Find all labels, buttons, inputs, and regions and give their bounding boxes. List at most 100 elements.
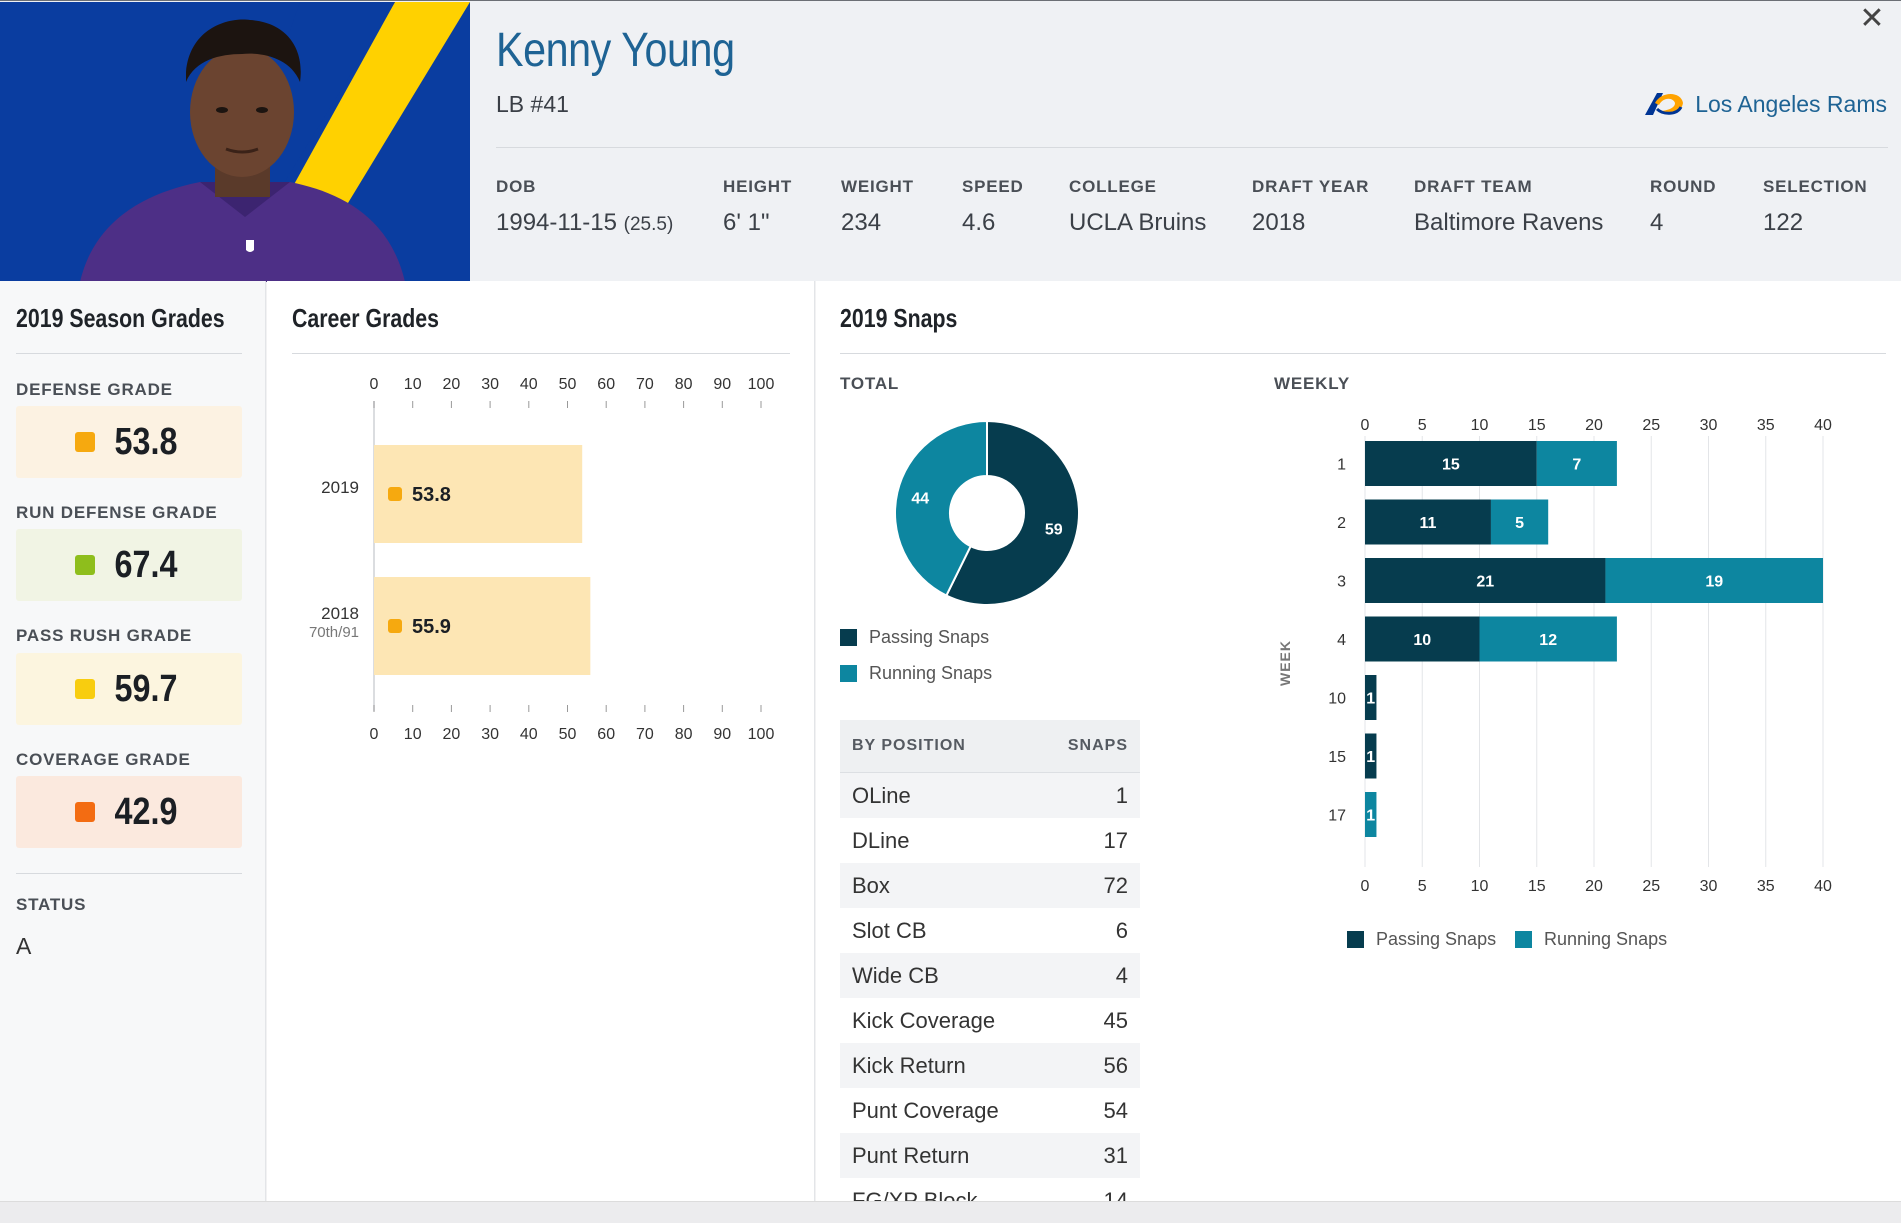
bio-draft-team: DRAFT TEAM Baltimore Ravens <box>1414 177 1603 237</box>
status-value: A <box>16 933 32 959</box>
bio-speed: SPEED 4.6 <box>962 177 1024 237</box>
donut-value-label: 59 <box>1045 522 1063 539</box>
tick-label: 40 <box>1814 417 1832 434</box>
total-snaps-donut-chart: 59 44 <box>894 419 1080 606</box>
table-row: OLine 1 <box>840 773 1140 818</box>
table-row: FG/XP Block 14 <box>840 1178 1140 1202</box>
footer-bar <box>0 1201 1901 1223</box>
week-label: 3 <box>1337 574 1346 591</box>
bar-value-label: 1 <box>1366 691 1375 708</box>
career-grades-title: Career Grades <box>292 303 439 333</box>
close-button[interactable]: ✕ <box>1858 4 1886 34</box>
snaps-divider <box>840 353 1886 354</box>
bar-value-label: 53.8 <box>412 484 451 506</box>
career-grades-panel: Career Grades 0 0 10 10 20 20 30 30 40 40 50 50 60 60… <box>267 281 815 1201</box>
tick-label: 10 <box>1471 417 1489 434</box>
pass-rush-grade-value: 59.7 <box>114 667 178 710</box>
team-link[interactable]: Los Angeles Rams <box>1641 89 1887 119</box>
week-label: 1 <box>1337 457 1346 474</box>
year-label: 2018 <box>321 604 359 623</box>
y-axis-label: WEEK <box>1277 640 1293 686</box>
career-bar <box>374 445 583 543</box>
tick-label: 25 <box>1642 417 1660 434</box>
college-value: UCLA Bruins <box>1069 209 1207 236</box>
week-label: 2 <box>1337 515 1346 532</box>
tick-label: 20 <box>443 376 461 393</box>
bio-college: COLLEGE UCLA Bruins <box>1069 177 1206 237</box>
weekly-bar-segment <box>1479 616 1617 662</box>
weekly-bar-segment <box>1365 675 1377 720</box>
bio-draft-year: DRAFT YEAR 2018 <box>1252 177 1369 237</box>
tick-label: 50 <box>559 726 577 743</box>
weekly-label: WEEKLY <box>1274 374 1350 393</box>
tick-label: 30 <box>481 376 499 393</box>
row-snaps: 31 <box>1103 1142 1128 1168</box>
round-label: ROUND <box>1650 177 1717 196</box>
bar-value-label: 19 <box>1705 574 1723 591</box>
passing-swatch <box>1347 931 1364 948</box>
bar-value-label: 12 <box>1539 632 1557 649</box>
tick-label: 0 <box>370 726 379 743</box>
bio-height: HEIGHT 6' 1" <box>723 177 792 237</box>
grade-color-swatch <box>75 802 96 822</box>
tick-label: 15 <box>1528 878 1546 895</box>
bio-weight: WEIGHT 234 <box>841 177 914 237</box>
season-grades-title: 2019 Season Grades <box>16 303 225 333</box>
week-label: 15 <box>1328 749 1346 766</box>
defense-grade-box: 53.8 <box>16 406 242 478</box>
run-defense-grade-box: 67.4 <box>16 529 242 601</box>
table-row: Kick Coverage 45 <box>840 998 1140 1043</box>
weekly-bar-segment <box>1365 499 1491 545</box>
tick-label: 20 <box>1585 417 1603 434</box>
col-position-header: BY POSITION <box>852 737 966 754</box>
weekly-bar-segment <box>1365 733 1377 779</box>
season-grades-panel: 2019 Season Grades DEFENSE GRADE 53.8 RU… <box>0 281 266 1201</box>
player-position: LB #41 <box>496 91 569 117</box>
bar-value-label: 21 <box>1476 574 1494 591</box>
team-name: Los Angeles Rams <box>1695 90 1887 117</box>
bar-value-label: 5 <box>1515 515 1524 532</box>
weekly-bar-segment <box>1365 558 1606 603</box>
run-defense-grade-value: 67.4 <box>114 543 178 586</box>
weekly-bar-segment <box>1490 499 1549 545</box>
table-row: Kick Return 56 <box>840 1043 1140 1088</box>
row-position: Punt Return <box>852 1142 970 1168</box>
donut-slice <box>945 419 1080 606</box>
coverage-grade-box: 42.9 <box>16 776 242 848</box>
tick-label: 10 <box>404 376 422 393</box>
tick-label: 30 <box>481 726 499 743</box>
row-snaps: 72 <box>1103 872 1128 898</box>
passing-legend-text: Passing Snaps <box>869 627 990 647</box>
weekly-bar-segment <box>1365 792 1377 837</box>
rams-logo-icon <box>1645 93 1684 115</box>
tick-label: 40 <box>520 726 538 743</box>
row-snaps: 56 <box>1103 1052 1128 1078</box>
tick-label: 90 <box>713 376 731 393</box>
table-row: Punt Return 31 <box>840 1133 1140 1178</box>
snaps-panel: 2019 Snaps TOTAL 59 44 Passing Snaps Runn… <box>816 281 1901 1201</box>
donut-legend-passing: Passing Snaps <box>840 627 989 648</box>
row-position: DLine <box>852 827 910 853</box>
row-position: FG/XP Block <box>852 1187 978 1202</box>
row-position: Wide CB <box>852 962 939 988</box>
selection-value: 122 <box>1763 209 1804 236</box>
pass-rush-grade-box: 59.7 <box>16 653 242 725</box>
tick-label: 20 <box>1585 878 1603 895</box>
row-snaps: 17 <box>1103 827 1128 853</box>
running-swatch <box>1515 931 1532 948</box>
table-header: BY POSITION SNAPS <box>840 720 1140 773</box>
grade-color-swatch <box>388 487 402 501</box>
row-position: Slot CB <box>852 917 927 943</box>
grade-color-swatch <box>388 619 402 633</box>
career-divider <box>292 353 790 354</box>
row-snaps: 6 <box>1115 917 1128 943</box>
bar-value-label: 7 <box>1572 457 1581 474</box>
row-snaps: 4 <box>1115 962 1128 988</box>
status-divider <box>16 873 242 874</box>
career-grades-chart: 0 0 10 10 20 20 30 30 40 40 50 50 60 60 70 70 80 80 90 90 10… <box>309 376 775 743</box>
height-value: 6' 1" <box>723 209 770 236</box>
tick-label: 35 <box>1757 417 1775 434</box>
grade-color-swatch <box>75 679 96 699</box>
tick-label: 100 <box>748 376 775 393</box>
snaps-title: 2019 Snaps <box>840 303 958 333</box>
